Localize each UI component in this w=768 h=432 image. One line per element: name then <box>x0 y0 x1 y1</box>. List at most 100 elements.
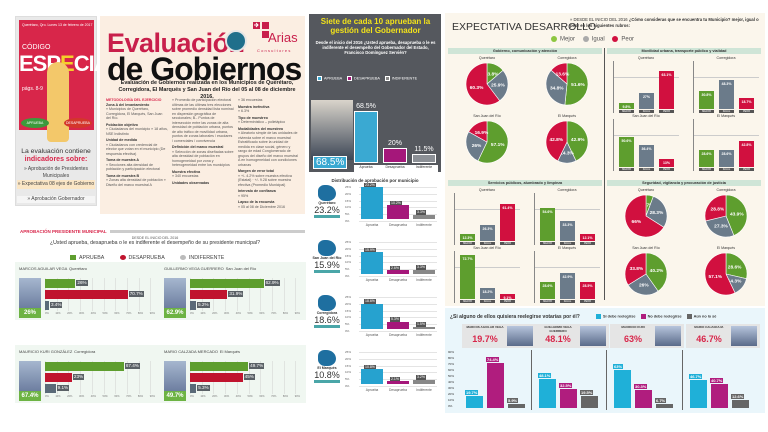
reeleccion-bar <box>581 396 598 408</box>
governor-category: Indiferente <box>415 165 433 169</box>
distribution-category: Desaprueba <box>389 333 407 337</box>
candidate-pct: 19.7% <box>472 334 498 344</box>
mayor-approval-badge: 49.7% <box>164 391 186 401</box>
grid-line <box>283 361 285 394</box>
legend-swatch <box>640 314 646 319</box>
cover-green-button: APRUEBA <box>21 118 49 128</box>
distribution-bar-label: 18.6% <box>364 299 376 304</box>
bar-value-label: 9.1% <box>503 295 512 300</box>
grid-line <box>359 242 437 243</box>
pie-slice-label: 40.2% <box>650 268 664 274</box>
bar-igual <box>719 80 734 109</box>
gridline <box>614 77 679 78</box>
reeleccion-bar <box>466 396 483 408</box>
y-tick: 5% <box>345 212 350 217</box>
bar-category: IGUAL <box>480 242 495 245</box>
municipality-map <box>318 185 336 201</box>
bar-value-label: 63.1% <box>661 73 672 78</box>
axis-tick: 0% <box>45 312 49 315</box>
bar-category: MEJOR <box>540 300 555 303</box>
municipality-title: Querétaro <box>478 56 496 60</box>
grid-line <box>150 361 152 394</box>
distribution-category: Indiferente <box>416 223 432 227</box>
reeleccion-bar-label: 5.9% <box>507 398 519 404</box>
y-tick: 90% <box>448 350 455 354</box>
axis-tick: 70% <box>271 312 277 315</box>
axis-tick: 60% <box>259 395 265 398</box>
legend-label: Igual <box>591 36 605 43</box>
pie-slice-label: 5.7% <box>642 203 654 209</box>
methodology-text: » Selección de zonas diseñadas sobre alt… <box>172 149 234 168</box>
mayor-name-text: MARCOS AGUILAR VEGA <box>19 266 68 271</box>
methodology-text: » 05 al 08 de Diciembre 2016 <box>238 204 285 209</box>
methodology-col-1: METODOLOGÍA DEL EJERCICIO Zona A del leva… <box>106 98 168 189</box>
axis-tick: 90% <box>149 312 155 315</box>
reeleccion-bar-label: 63% <box>613 364 624 370</box>
grid-line <box>359 262 437 263</box>
bar-igual <box>560 221 575 241</box>
axis-tick: 80% <box>282 312 289 315</box>
section-title: Seguridad, vigilancia y procuración de j… <box>607 180 761 186</box>
pie-chart: 42.9% 14.3% 42.8% <box>545 120 589 164</box>
reeleccion-bar <box>635 389 652 408</box>
municipality-title: El Marqués <box>557 114 577 118</box>
axis-tick: 50% <box>102 395 108 398</box>
municipality-title: Querétaro <box>478 188 496 192</box>
y-axis <box>693 119 694 171</box>
distribution-bar-label: 3.2% <box>416 375 426 380</box>
distribution-bar-label: 15.9% <box>364 247 376 253</box>
pie-slice-label: 60.3% <box>470 85 484 91</box>
municipality-title: San Juan del Río <box>473 246 501 250</box>
grid-line <box>271 278 273 311</box>
mayor-card: MARCOS AGUILAR VEGA Querétaro 26% 26% 70.7%… <box>15 262 161 320</box>
y-axis <box>693 61 694 113</box>
municipality-bar <box>314 380 340 383</box>
legend-label: Peor <box>621 36 635 43</box>
approval-section-title: APROBACIÓN PRESIDENTE MUNICIPAL <box>20 229 107 234</box>
legend-label: Mejor <box>560 36 576 43</box>
municipality-title: El Marqués <box>557 246 577 250</box>
governor-bar-label: 20% <box>387 139 402 147</box>
mayor-photo <box>164 278 186 308</box>
legend-label: INDIFERENTE <box>391 76 418 81</box>
y-tick: 30% <box>448 386 455 390</box>
methodology-heading: Modalidades del muestreo <box>238 126 284 131</box>
bar-desaprueba <box>45 373 72 382</box>
methodology-heading: Lapso de la encuesta <box>238 200 275 204</box>
legend-label: DESAPRUEBA <box>128 255 165 261</box>
mayor-name-text: MARIO CALZADA MERCADO <box>164 349 219 354</box>
x-axis: 0% 10% 20% 30% 40% 50% 60% 70% 80% 90% <box>45 395 155 398</box>
y-tick: 25% <box>345 185 352 189</box>
axis-tick: 60% <box>114 395 120 398</box>
axis-tick: 40% <box>235 312 241 315</box>
bar-mejor <box>619 103 634 109</box>
indicators-subtitle: indicadores sobre: <box>24 156 88 163</box>
cover-date: Querétaro, Qro. Lunes 13 de febrero de 2… <box>22 23 93 27</box>
bar-mejor <box>540 281 555 299</box>
grid-line <box>359 221 437 222</box>
distribution-bar <box>387 321 409 329</box>
municipality-pct: 10.8% <box>314 370 340 380</box>
methodology-heading: Toma de muestra A <box>106 158 139 162</box>
bar-aprueba <box>45 362 124 371</box>
distribution-bar-label: 10.8% <box>364 364 376 370</box>
bar-category: MEJOR <box>699 168 714 171</box>
reeleccion-bar-label: 19.7% <box>465 390 479 396</box>
municipality-bar <box>314 270 340 273</box>
governor-bar <box>412 154 436 163</box>
municipality-title: San Juan del Río <box>473 114 501 118</box>
x-axis: 0% 10% 20% 30% 40% 50% 60% 70% 80% 90% <box>190 312 300 315</box>
y-tick: 5% <box>345 377 350 382</box>
y-axis <box>534 251 535 303</box>
bar-igual <box>560 273 575 299</box>
pie-slice-peor <box>704 194 727 222</box>
pie-slice-label: 57.1% <box>491 142 505 148</box>
candidate-name: MAURICIO KURI <box>621 325 645 329</box>
bar-category: IGUAL <box>639 110 654 113</box>
pie-chart: 57.1% 26% 16.9% <box>465 120 509 164</box>
y-tick: 25% <box>345 240 352 244</box>
pie-slice-mejor <box>645 252 668 292</box>
axis-tick: 60% <box>259 312 265 315</box>
y-tick: 0% <box>345 329 350 333</box>
section-title: Gobierno, comunicación y atención <box>448 48 602 54</box>
